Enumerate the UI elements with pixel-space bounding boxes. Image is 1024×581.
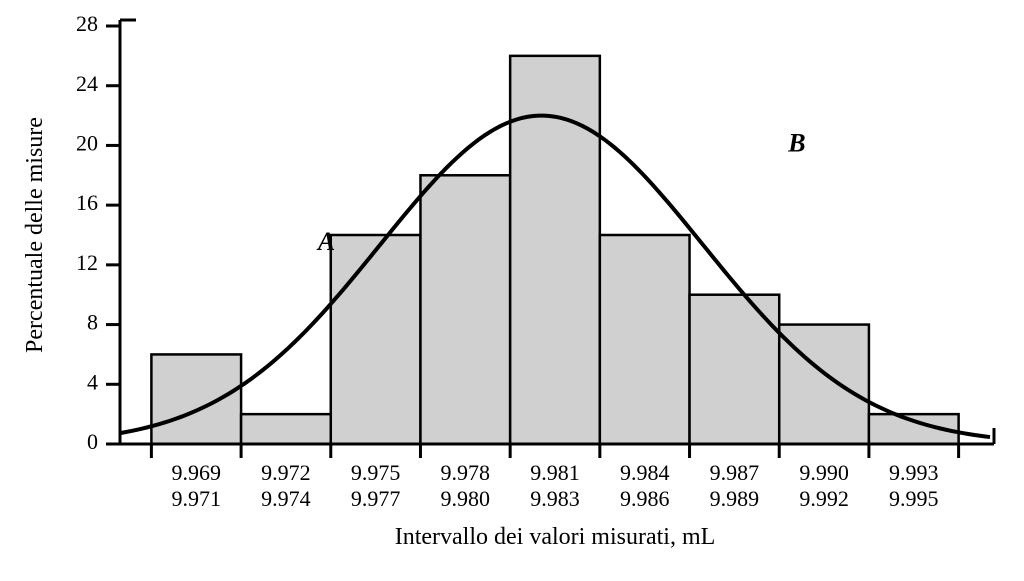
- x-bin-label-bottom: 9.977: [351, 486, 401, 511]
- histogram-bar: [510, 56, 600, 444]
- x-bin-label-bottom: 9.980: [441, 486, 491, 511]
- annotation-b: B: [787, 128, 805, 157]
- y-tick-label: 0: [87, 429, 98, 454]
- x-bin-label-top: 9.975: [351, 460, 401, 485]
- x-bin-label-top: 9.969: [171, 460, 221, 485]
- x-bin-label-top: 9.981: [530, 460, 580, 485]
- x-bin-label-top: 9.993: [889, 460, 939, 485]
- histogram-chart: 0481216202428 9.9699.9719.9729.9749.9759…: [0, 0, 1024, 581]
- annotation-a: A: [316, 227, 335, 256]
- x-bin-label-top: 9.984: [620, 460, 670, 485]
- x-bin-label-bottom: 9.983: [530, 486, 580, 511]
- x-bin-label-top: 9.987: [710, 460, 760, 485]
- histogram-bar: [241, 414, 331, 444]
- y-tick-label: 20: [76, 130, 98, 155]
- histogram-bar: [151, 354, 241, 444]
- x-bin-label-bottom: 9.995: [889, 486, 939, 511]
- x-bin-label-bottom: 9.971: [171, 486, 221, 511]
- x-axis-title: Intervallo dei valori misurati, mL: [395, 524, 716, 550]
- histogram-bar: [600, 235, 690, 444]
- histogram-bar: [779, 325, 869, 444]
- x-bin-label-top: 9.972: [261, 460, 311, 485]
- x-bin-label-top: 9.990: [799, 460, 849, 485]
- y-tick-label: 8: [87, 310, 98, 335]
- histogram-bar: [331, 235, 421, 444]
- y-tick-label: 4: [87, 369, 98, 394]
- y-tick-label: 12: [76, 250, 98, 275]
- x-bin-label-bottom: 9.986: [620, 486, 670, 511]
- x-bin-label-bottom: 9.989: [710, 486, 760, 511]
- y-tick-label: 24: [76, 71, 98, 96]
- x-bin-label-bottom: 9.992: [799, 486, 849, 511]
- x-bin-label-bottom: 9.974: [261, 486, 311, 511]
- x-bin-label-top: 9.978: [441, 460, 491, 485]
- y-axis-title: Percentuale delle misure: [22, 117, 48, 353]
- y-tick-label: 16: [76, 190, 98, 215]
- y-tick-label: 28: [76, 11, 98, 36]
- histogram-bar: [420, 175, 510, 444]
